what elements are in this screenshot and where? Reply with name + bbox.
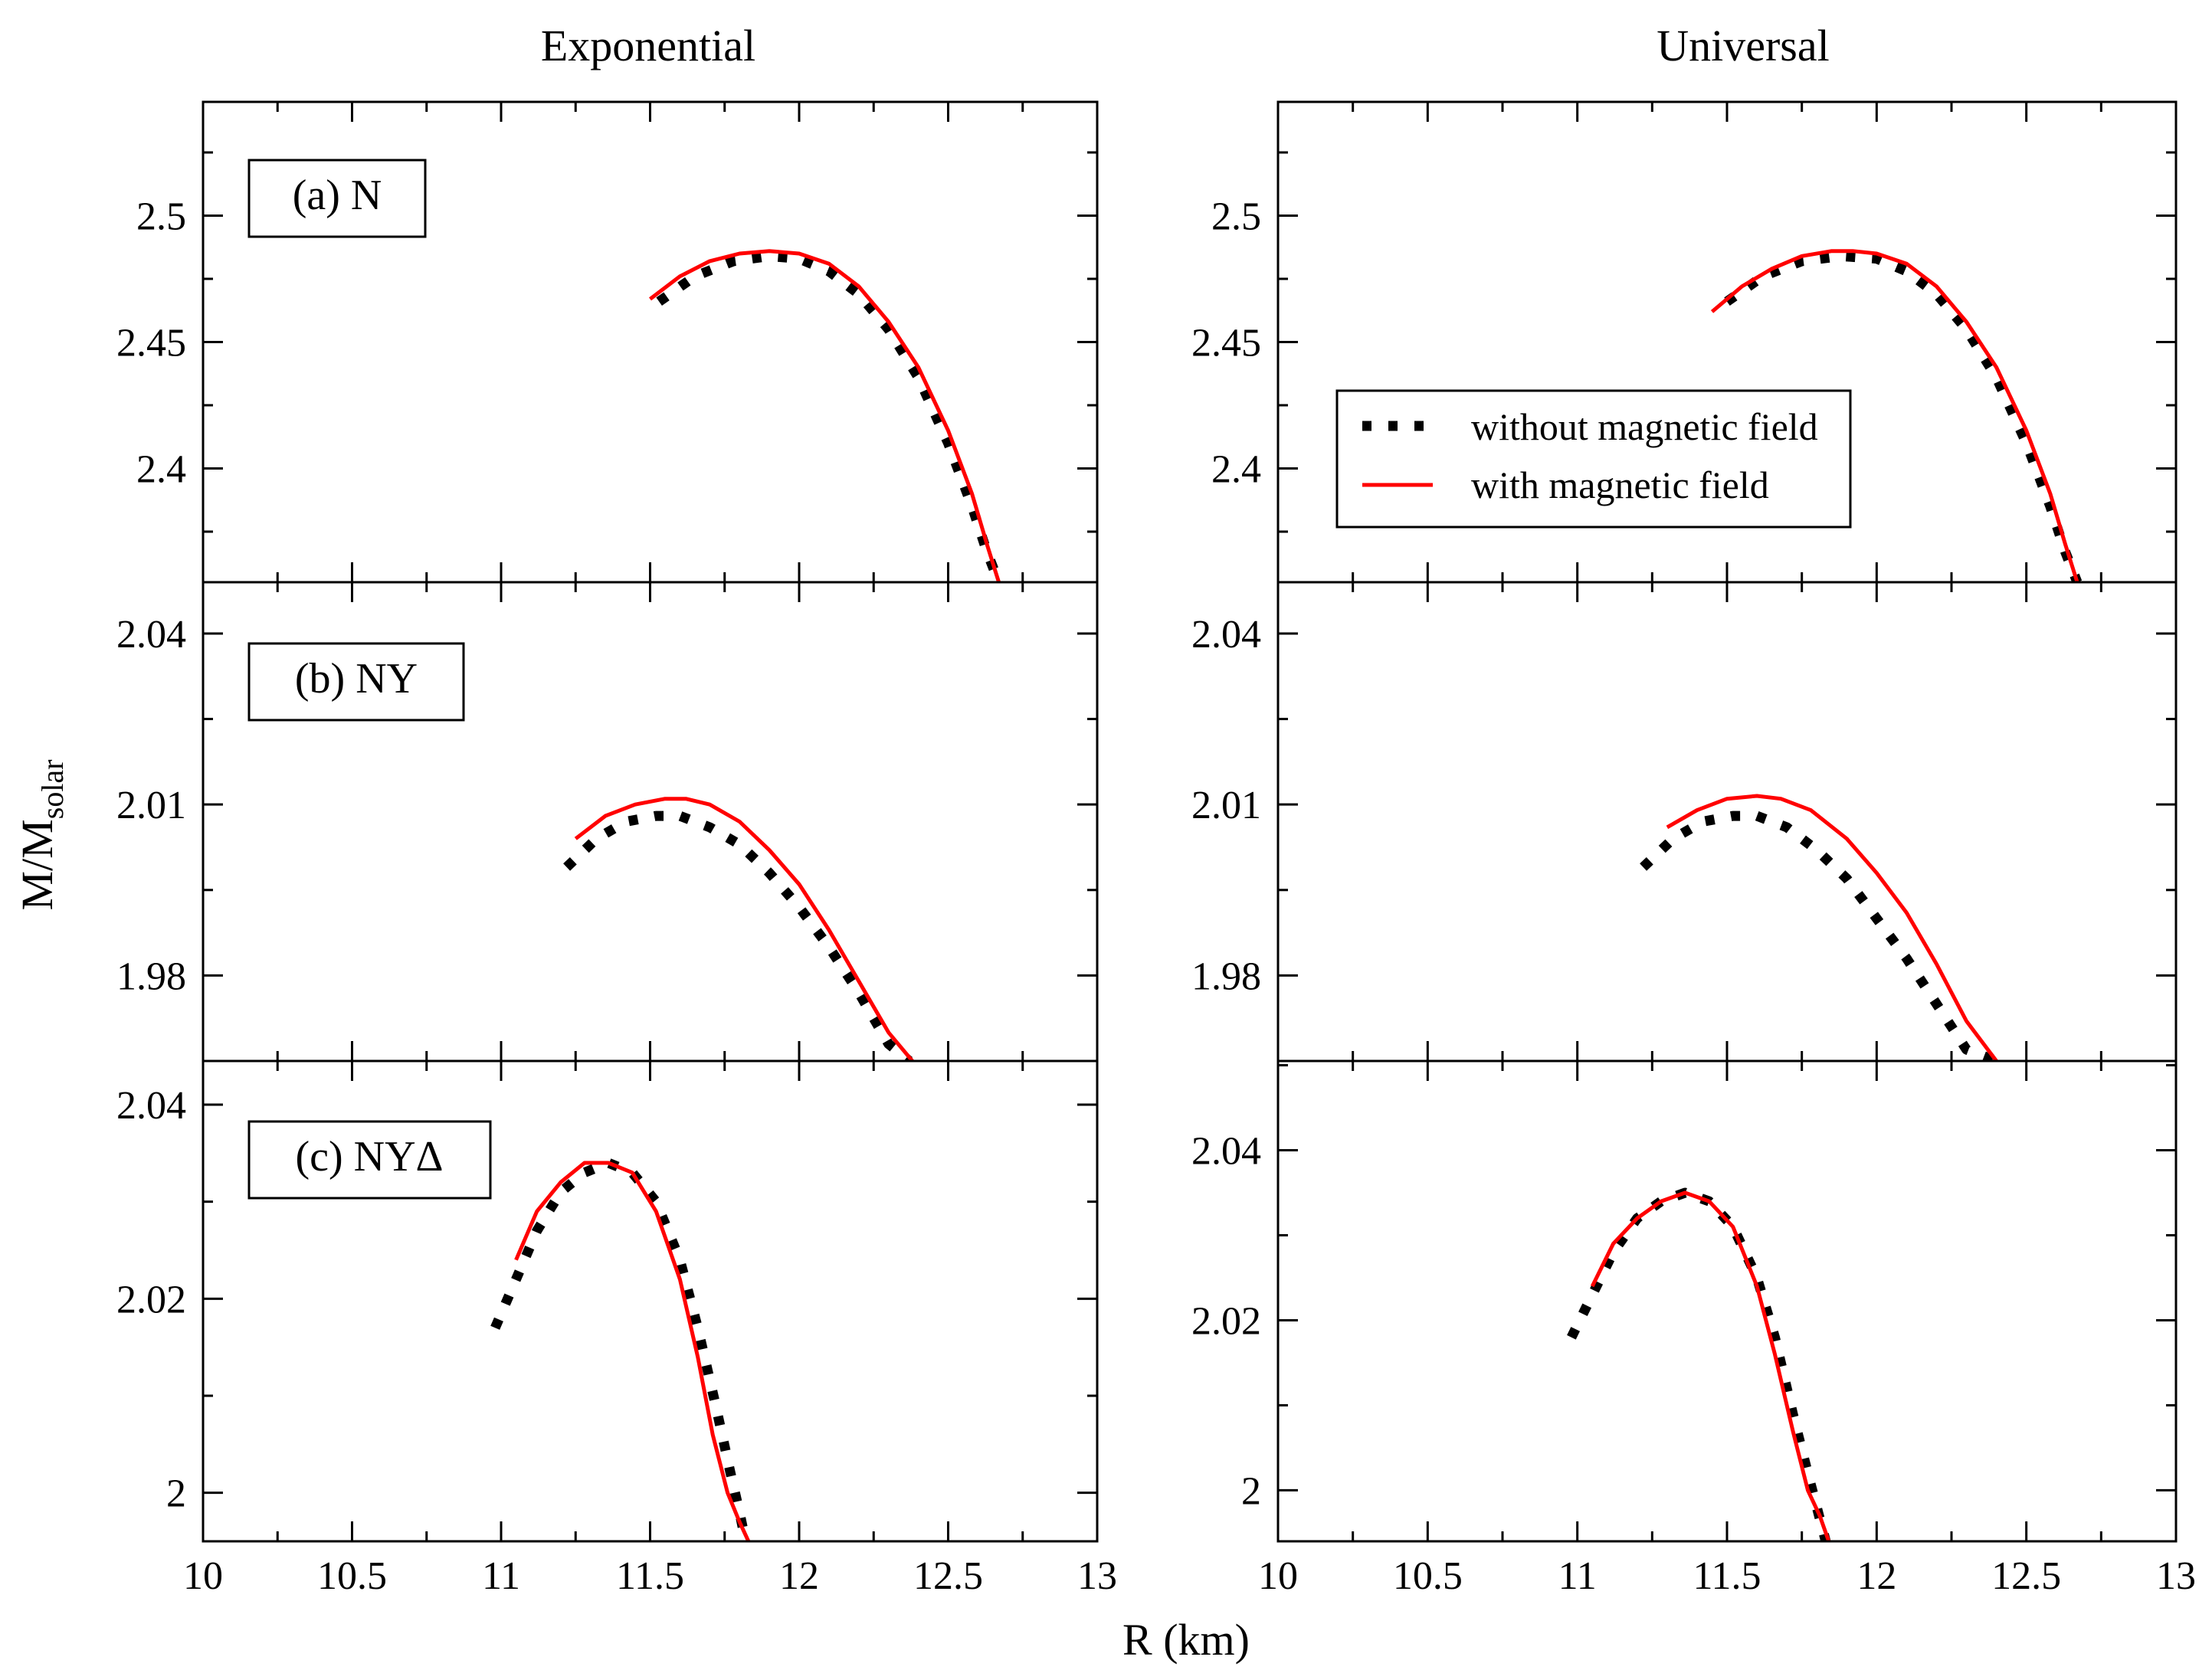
y-tick-label: 2.04	[116, 613, 186, 657]
series-with-magnetic-field	[1710, 249, 2079, 582]
y-tick-label: 2.02	[116, 1278, 186, 1321]
x-tick-label: 11	[482, 1554, 520, 1598]
series-without-magnetic-field	[1724, 250, 2083, 582]
panel-label-c: (c) NYΔ	[247, 1120, 492, 1200]
series-with-magnetic-field	[574, 797, 914, 1061]
y-tick-label: 2.4	[1211, 448, 1261, 492]
x-tick-label: 12	[1856, 1554, 1896, 1598]
series-with-magnetic-field	[514, 1161, 751, 1541]
series-group	[563, 797, 914, 1061]
x-tick-label: 13	[2156, 1554, 2196, 1598]
x-tick-label: 10	[1258, 1554, 1298, 1598]
y-tick-label: 2.5	[1211, 195, 1261, 239]
y-tick-label: 2.4	[136, 448, 186, 492]
y-axis-label-main: M/M	[12, 819, 62, 910]
panel-label-b: (b) NY	[247, 642, 465, 722]
x-tick-label: 13	[1077, 1554, 1117, 1598]
panel-label-b-box	[247, 642, 465, 722]
panel-label-a: (a) N	[247, 159, 427, 238]
series-without-magnetic-field	[656, 250, 1004, 582]
y-tick-label: 2	[1241, 1469, 1261, 1513]
y-tick-label: 2.01	[1191, 784, 1261, 827]
y-axis-label-sub: solar	[35, 759, 70, 819]
series-with-magnetic-field	[648, 249, 1001, 582]
panel-universal-b: 1.98 2.01 2.04	[1191, 581, 2178, 1063]
panel-label-a-text: (a) N	[293, 172, 382, 219]
panel-frame	[1276, 581, 2178, 1063]
y-axis-label: M/Msolar	[12, 759, 70, 910]
series-group	[490, 1158, 751, 1541]
series-with-magnetic-field	[1590, 1190, 1831, 1541]
series-without-magnetic-field	[1567, 1187, 1831, 1541]
series-group	[1710, 249, 2083, 582]
panel-exponential-a: 2.4 2.45 2.5	[116, 100, 1099, 584]
plots: 2.4 2.45 2.5 1.98 2.01 2.04 10 10.5 11 11.5 12 12.5…	[116, 100, 2196, 1598]
series-without-magnetic-field	[1640, 810, 1998, 1061]
panel-universal-a: 2.4 2.45 2.5	[1191, 100, 2178, 584]
legend: without magnetic field with magnetic fie…	[1335, 389, 1852, 529]
panel-frame	[1276, 1059, 2178, 1543]
panel-label-c-text: (c) NYΔ	[295, 1133, 443, 1180]
y-tick-label: 2	[166, 1472, 186, 1516]
x-tick-label: 12.5	[913, 1554, 983, 1598]
y-tick-label: 2.02	[1191, 1299, 1261, 1343]
x-axis-label: R (km)	[1122, 1615, 1250, 1665]
legend-box	[1335, 389, 1852, 529]
x-tick-label: 12.5	[1991, 1554, 2061, 1598]
series-group	[1640, 794, 1998, 1061]
y-tick-label: 1.98	[116, 955, 186, 998]
panel-universal-c: 10 10.5 11 11.5 12 12.5 13 2 2.02 2.04	[1191, 1059, 2196, 1598]
series-without-magnetic-field	[563, 810, 913, 1061]
panel-exponential-c: 10 10.5 11 11.5 12 12.5 13 2 2.02 2.04	[116, 1059, 1117, 1598]
x-tick-label: 11.5	[1693, 1554, 1761, 1598]
series-group	[648, 249, 1004, 582]
legend-label-without: without magnetic field	[1471, 405, 1818, 448]
y-tick-label: 2.45	[1191, 322, 1261, 365]
panel-label-c-box	[247, 1120, 492, 1200]
y-tick-label: 2.04	[1191, 613, 1261, 657]
y-tick-label: 2.5	[136, 195, 186, 239]
series-group	[1567, 1187, 1831, 1541]
x-tick-label: 12	[779, 1554, 819, 1598]
series-without-magnetic-field	[490, 1158, 751, 1541]
column-title-exponential: Exponential	[541, 21, 755, 70]
x-tick-label: 10.5	[317, 1554, 387, 1598]
y-tick-label: 2.01	[116, 784, 186, 827]
series-with-magnetic-field	[1666, 794, 1998, 1061]
y-tick-label: 1.98	[1191, 955, 1261, 998]
column-title-universal: Universal	[1657, 21, 1830, 70]
x-tick-label: 11	[1558, 1554, 1597, 1598]
panel-label-b-text: (b) NY	[295, 655, 418, 702]
x-tick-label: 10.5	[1393, 1554, 1463, 1598]
x-tick-label: 10	[183, 1554, 223, 1598]
x-tick-label: 11.5	[616, 1554, 684, 1598]
legend-label-with: with magnetic field	[1471, 463, 1769, 506]
y-tick-label: 2.04	[1191, 1130, 1261, 1174]
panel-label-a-box	[247, 159, 427, 238]
y-tick-label: 2.04	[116, 1084, 186, 1128]
y-tick-label: 2.45	[116, 322, 186, 365]
